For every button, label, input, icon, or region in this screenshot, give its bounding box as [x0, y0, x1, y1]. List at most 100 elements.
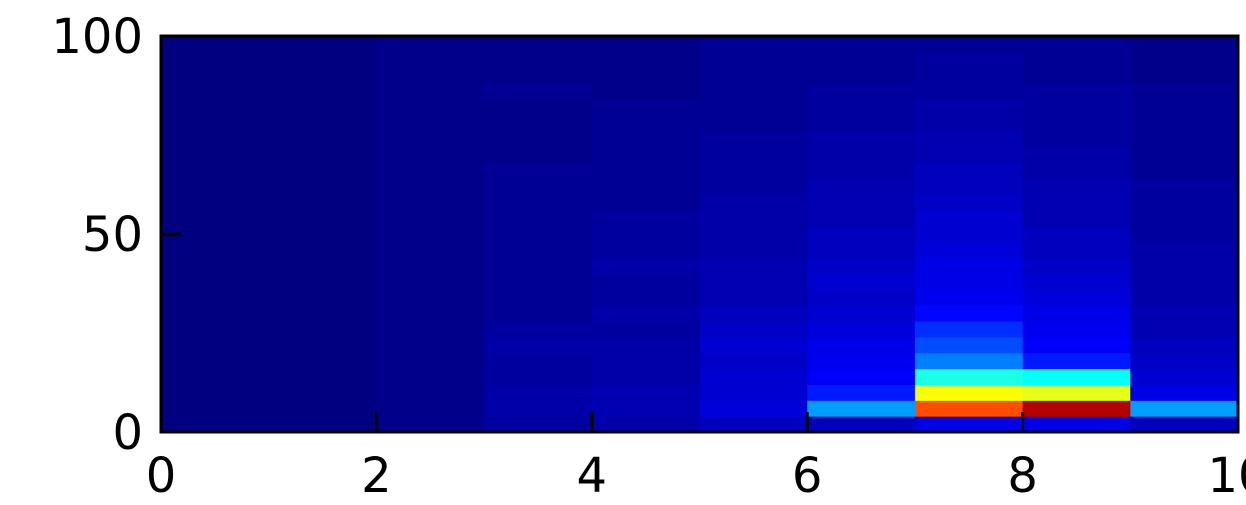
heat-cell	[268, 115, 377, 132]
heat-cell	[699, 194, 808, 211]
heat-cell	[1130, 51, 1239, 69]
heat-cell	[1022, 384, 1131, 401]
heat-cell	[1130, 273, 1239, 290]
heat-cell	[807, 305, 916, 322]
heat-cell	[807, 400, 916, 417]
heat-cell	[1130, 321, 1239, 338]
heat-cell	[914, 36, 1024, 53]
heat-cell	[376, 336, 485, 354]
heat-cell	[1022, 273, 1131, 290]
heat-cell	[914, 352, 1024, 370]
heat-cell	[1022, 51, 1131, 69]
heat-cell	[591, 146, 700, 164]
heat-cell	[807, 321, 916, 338]
heat-cell	[161, 416, 270, 433]
heat-cell	[268, 178, 377, 195]
heat-cell	[376, 83, 485, 100]
heat-cell	[914, 115, 1024, 132]
heat-cell	[268, 321, 377, 338]
heat-cell	[268, 36, 377, 53]
heat-cell	[1130, 162, 1239, 180]
heat-cell	[1130, 257, 1239, 275]
heat-cell	[699, 289, 808, 306]
heat-cell	[161, 305, 270, 322]
heat-cell	[699, 36, 808, 53]
heat-cell	[161, 273, 270, 290]
heat-cell	[699, 336, 808, 354]
heat-cell	[1130, 384, 1239, 401]
heat-cell	[161, 226, 270, 243]
heat-cell	[591, 336, 700, 354]
heat-cell	[807, 226, 916, 243]
heat-cell	[1022, 241, 1131, 259]
heat-cell	[376, 67, 485, 85]
heat-cell	[1130, 99, 1239, 116]
heat-cell	[807, 51, 916, 69]
heat-cell	[268, 384, 377, 401]
heat-cell	[161, 241, 270, 259]
heat-cell	[1130, 131, 1239, 148]
heat-cell	[484, 336, 593, 354]
heat-cell	[268, 289, 377, 306]
heat-cell	[161, 384, 270, 401]
heat-cell	[484, 99, 593, 116]
heat-cell	[1130, 67, 1239, 85]
heat-cell	[1130, 83, 1239, 100]
heat-cell	[591, 51, 700, 69]
heat-cell	[914, 178, 1024, 195]
heat-cell	[807, 273, 916, 290]
heat-cell	[914, 400, 1024, 417]
heat-cell	[1130, 194, 1239, 211]
heat-cell	[699, 305, 808, 322]
heat-cell	[484, 289, 593, 306]
heat-cell	[1022, 162, 1131, 180]
heat-cell	[914, 241, 1024, 259]
heat-cell	[161, 178, 270, 195]
heat-cell	[376, 36, 485, 53]
heat-cell	[1130, 226, 1239, 243]
heat-cell	[807, 384, 916, 401]
heat-cell	[161, 51, 270, 69]
heat-cell	[807, 36, 916, 53]
heat-cell	[268, 336, 377, 354]
heat-cell	[484, 257, 593, 275]
heat-cell	[1130, 336, 1239, 354]
heat-cell	[376, 210, 485, 227]
heat-cell	[807, 416, 916, 433]
heat-cell	[1022, 67, 1131, 85]
heat-cell	[699, 115, 808, 132]
heat-cell	[376, 305, 485, 322]
heat-cell	[699, 321, 808, 338]
heat-cell	[699, 257, 808, 275]
heat-cell	[591, 67, 700, 85]
heat-cell	[807, 368, 916, 385]
heat-cell	[484, 36, 593, 53]
heat-cell	[1022, 178, 1131, 195]
heat-cell	[914, 162, 1024, 180]
heat-cell	[699, 273, 808, 290]
heat-cell	[484, 83, 593, 100]
heat-cell	[699, 67, 808, 85]
heat-cell	[699, 146, 808, 164]
heat-cell	[914, 289, 1024, 306]
heat-cell	[161, 257, 270, 275]
heat-cell	[591, 368, 700, 385]
heat-cell	[1022, 336, 1131, 354]
heat-cell	[699, 352, 808, 370]
heat-cell	[376, 400, 485, 417]
heat-cell	[1022, 194, 1131, 211]
heat-cell	[268, 131, 377, 148]
heat-cell	[699, 210, 808, 227]
heat-cell	[699, 384, 808, 401]
heat-cell	[268, 146, 377, 164]
heat-cell	[591, 115, 700, 132]
heat-cell	[914, 194, 1024, 211]
heat-cell	[1022, 99, 1131, 116]
heat-cell	[699, 99, 808, 116]
heat-cell	[591, 36, 700, 53]
heat-cell	[914, 51, 1024, 69]
heat-cell	[807, 257, 916, 275]
heat-cell	[376, 273, 485, 290]
heat-cell	[268, 67, 377, 85]
